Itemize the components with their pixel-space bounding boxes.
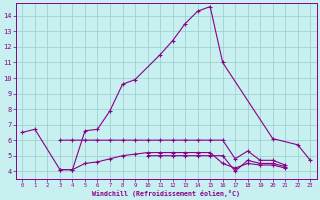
X-axis label: Windchill (Refroidissement éolien,°C): Windchill (Refroidissement éolien,°C) [92, 190, 240, 197]
